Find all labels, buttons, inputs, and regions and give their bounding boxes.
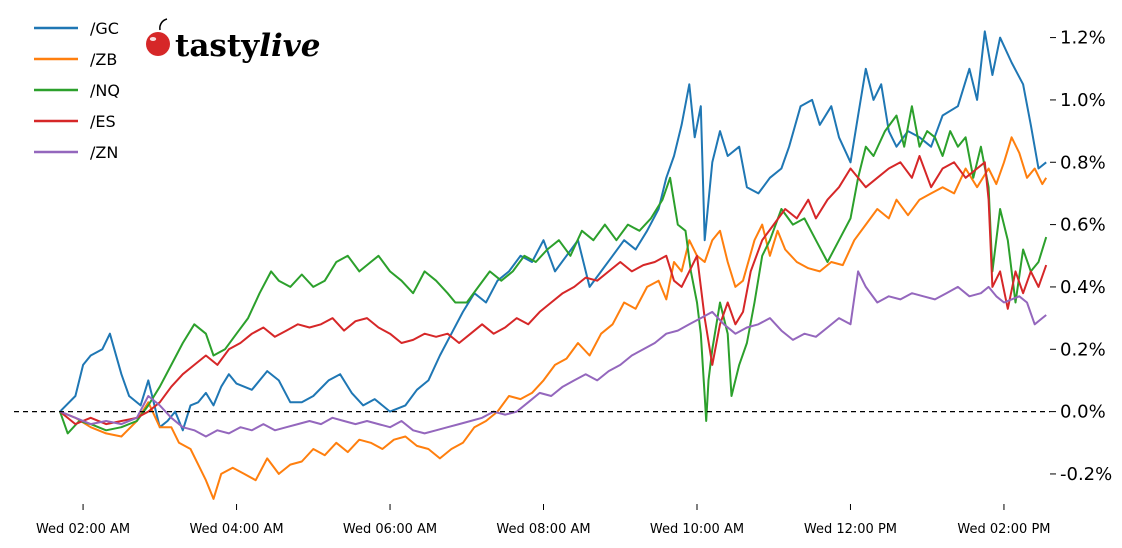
y-tick-label: 1.2% <box>1060 28 1106 49</box>
tastylive-logo: tastylive <box>146 18 321 64</box>
series-line-es <box>59 155 1048 426</box>
y-tick-label: -0.2% <box>1060 464 1112 485</box>
x-tick-label: Wed 12:00 PM <box>804 522 897 537</box>
series-line-zb <box>59 136 1048 500</box>
x-tick-label: Wed 02:00 PM <box>957 522 1050 537</box>
legend-label: /NQ <box>90 81 120 100</box>
logo-accent: live <box>259 28 320 64</box>
legend-label: /ZB <box>90 50 117 69</box>
series-line-nq <box>59 105 1048 435</box>
x-tick-label: Wed 02:00 AM <box>36 522 130 537</box>
x-axis-ticks: Wed 02:00 AM Wed 04:00 AM Wed 06:00 AM Wed … <box>36 504 1051 537</box>
y-tick-label: 0.2% <box>1060 339 1106 360</box>
x-tick-label: Wed 04:00 AM <box>189 522 283 537</box>
x-tick-label: Wed 10:00 AM <box>650 522 744 537</box>
y-axis-ticks: 1.2% 1.0% 0.8% 0.6% 0.4% 0.2% 0.0% -0.2% <box>1050 28 1112 485</box>
legend: /GC/ZB/NQ/ES/ZN <box>34 19 120 162</box>
y-tick-label: 0.4% <box>1060 277 1106 298</box>
cherry-body <box>146 32 170 56</box>
series-line-gc <box>59 30 1047 432</box>
logo-text: tastylive <box>175 28 321 64</box>
x-tick-label: Wed 08:00 AM <box>496 522 590 537</box>
legend-label: /GC <box>90 19 119 38</box>
cherry-icon <box>146 18 170 56</box>
y-tick-label: 0.8% <box>1060 152 1106 173</box>
series-layer <box>59 30 1048 500</box>
y-tick-label: 1.0% <box>1060 90 1106 111</box>
series-line-zn <box>59 270 1047 438</box>
y-tick-label: 0.0% <box>1060 402 1106 423</box>
legend-label: /ZN <box>90 143 118 162</box>
logo-main: tasty <box>175 28 260 64</box>
legend-label: /ES <box>90 112 116 131</box>
x-tick-label: Wed 06:00 AM <box>343 522 437 537</box>
y-tick-label: 0.6% <box>1060 215 1106 236</box>
